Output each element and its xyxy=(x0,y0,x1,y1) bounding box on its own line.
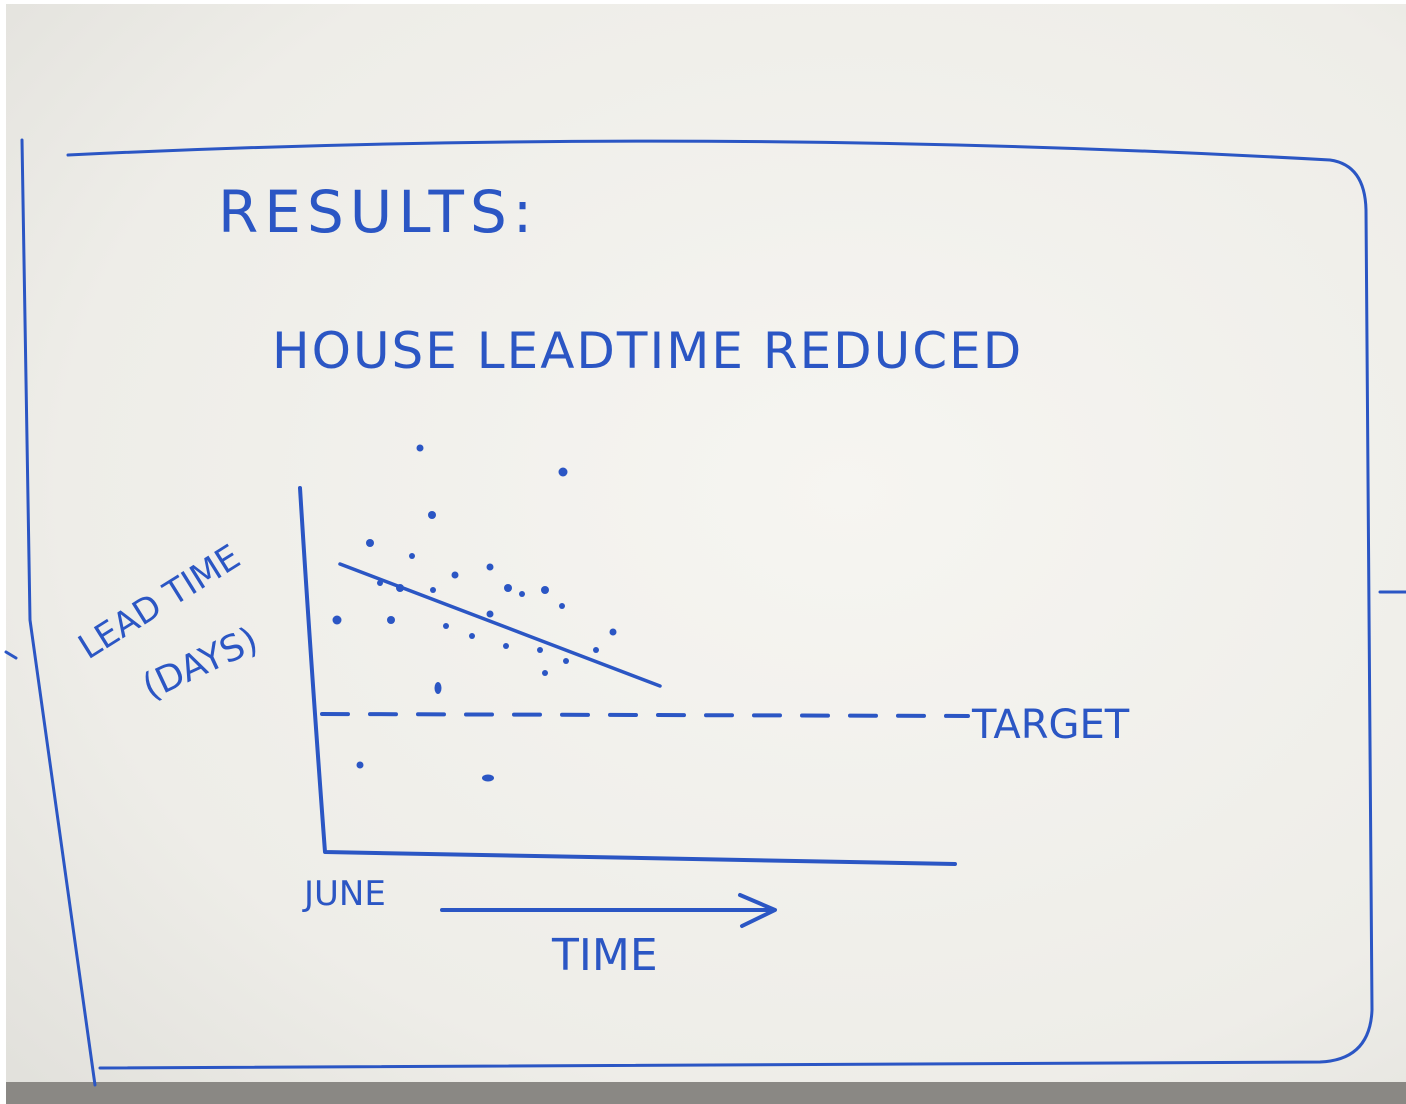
dot xyxy=(357,762,364,769)
dot xyxy=(396,584,404,592)
dot xyxy=(563,658,569,664)
dot xyxy=(542,670,548,676)
dot xyxy=(593,647,599,653)
dot xyxy=(519,591,525,597)
dot xyxy=(541,586,549,594)
dot xyxy=(559,468,568,477)
dot xyxy=(610,629,617,636)
dot xyxy=(430,587,436,593)
x-axis-label: TIME xyxy=(551,930,658,981)
dot xyxy=(428,511,436,519)
dot xyxy=(443,623,449,629)
title: RESULTS: xyxy=(218,178,538,246)
dot xyxy=(503,643,509,649)
dot xyxy=(333,616,342,625)
subtitle: HOUSE LEADTIME REDUCED xyxy=(272,322,1023,380)
dot xyxy=(409,553,415,559)
dot xyxy=(487,611,494,618)
target-label: TARGET xyxy=(971,702,1130,748)
x-start-label: JUNE xyxy=(302,874,386,914)
dot xyxy=(377,580,383,586)
board-tray xyxy=(6,1082,1406,1104)
dot xyxy=(482,775,494,782)
dot xyxy=(387,616,395,624)
dot xyxy=(452,572,459,579)
dot xyxy=(487,564,494,571)
dot xyxy=(435,682,442,694)
dot xyxy=(366,539,374,547)
dot xyxy=(559,603,565,609)
dot xyxy=(469,633,475,639)
whiteboard-photo: RESULTS: HOUSE LEADTIME REDUCED LEAD TIM… xyxy=(0,0,1406,1104)
dot xyxy=(504,584,512,592)
dot xyxy=(537,647,543,653)
dot xyxy=(417,445,424,452)
page: RESULTS: HOUSE LEADTIME REDUCED LEAD TIM… xyxy=(0,0,1406,1104)
